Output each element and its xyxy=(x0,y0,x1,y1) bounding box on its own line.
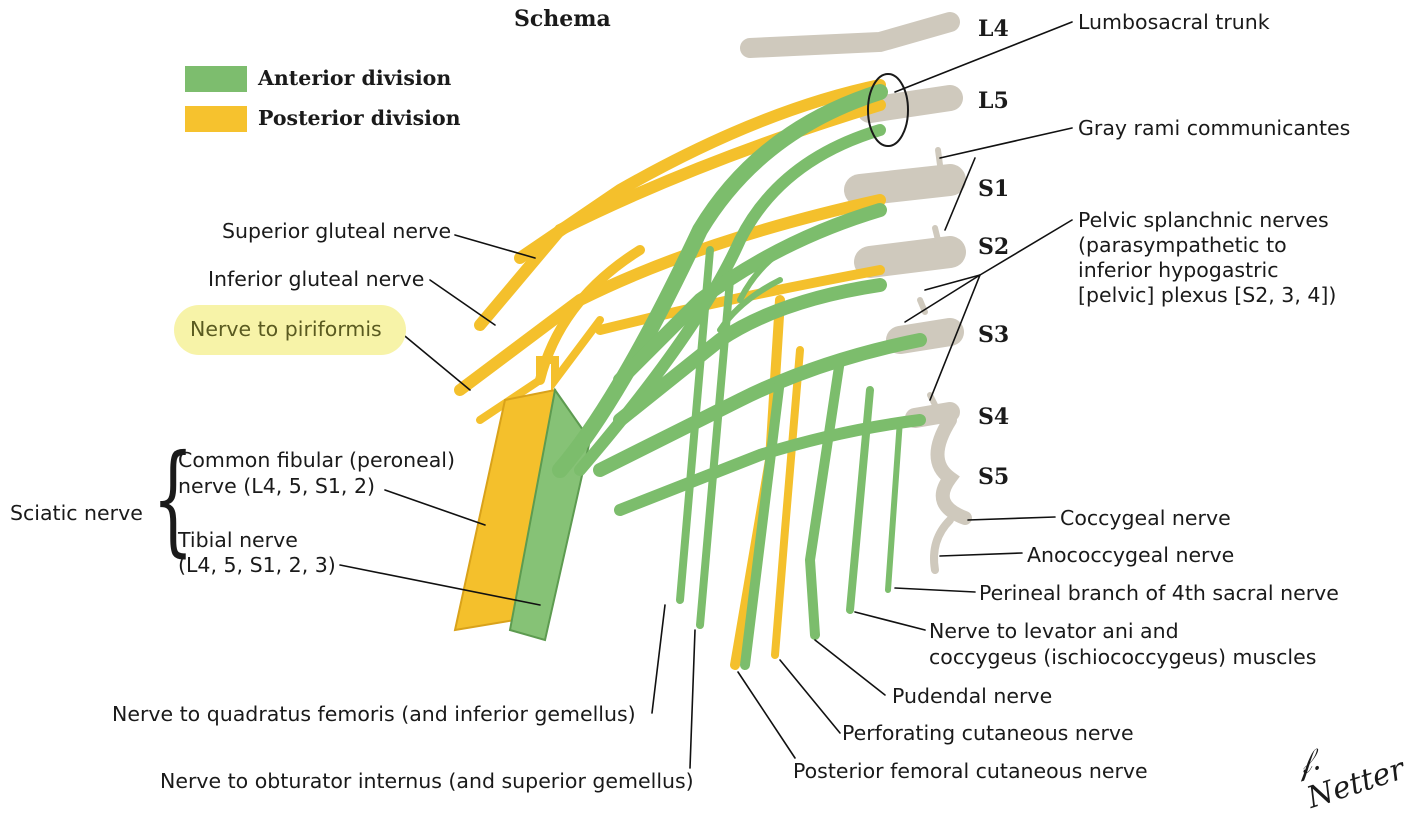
root-label-s1: S1 xyxy=(978,176,1010,202)
leader-lines xyxy=(339,21,1073,769)
label-levator-ani-2: coccygeus (ischiococcygeus) muscles xyxy=(929,645,1317,669)
legend-swatch-anterior xyxy=(185,66,247,92)
label-pelvic-splanchnic-3: inferior hypogastric xyxy=(1078,258,1279,282)
legend-label-anterior: Anterior division xyxy=(258,66,452,90)
label-common-fibular-1: Common fibular (peroneal) xyxy=(178,448,455,472)
lumbosacral-trunk-ring xyxy=(867,73,909,147)
anterior-division xyxy=(552,84,927,670)
label-obturator-internus: Nerve to obturator internus (and superio… xyxy=(160,769,694,793)
label-sciatic-nerve: Sciatic nerve xyxy=(10,501,143,525)
label-levator-ani-1: Nerve to levator ani and xyxy=(929,619,1179,643)
label-common-fibular-2: nerve (L4, 5, S1, 2) xyxy=(178,474,375,498)
sciatic-brace: { xyxy=(152,430,194,569)
root-label-s4: S4 xyxy=(978,404,1010,430)
root-label-l4: L4 xyxy=(978,16,1009,42)
root-label-s5: S5 xyxy=(978,464,1010,490)
root-label-l5: L5 xyxy=(978,88,1009,114)
legend-swatch-posterior xyxy=(185,106,247,132)
highlight-nerve-to-piriformis xyxy=(174,305,406,355)
label-gray-rami: Gray rami communicantes xyxy=(1078,116,1351,140)
label-posterior-femoral-cutaneous: Posterior femoral cutaneous nerve xyxy=(793,759,1148,783)
label-perforating-cutaneous: Perforating cutaneous nerve xyxy=(842,721,1134,745)
diagram-title: Schema xyxy=(514,6,611,32)
label-pelvic-splanchnic-1: Pelvic splanchnic nerves xyxy=(1078,208,1329,232)
label-inferior-gluteal: Inferior gluteal nerve xyxy=(208,267,425,291)
label-pelvic-splanchnic-2: (parasympathetic to xyxy=(1078,233,1287,257)
label-nerve-to-piriformis: Nerve to piriformis xyxy=(190,317,382,341)
label-pelvic-splanchnic-4: [pelvic] plexus [S2, 3, 4]) xyxy=(1078,283,1337,307)
label-perineal-branch: Perineal branch of 4th sacral nerve xyxy=(979,581,1339,605)
legend-label-posterior: Posterior division xyxy=(258,106,461,130)
root-label-s3: S3 xyxy=(978,322,1010,348)
label-pudendal: Pudendal nerve xyxy=(892,684,1053,708)
label-superior-gluteal: Superior gluteal nerve xyxy=(222,219,452,243)
label-tibial-1: Tibial nerve xyxy=(178,528,298,552)
label-coccygeal: Coccygeal nerve xyxy=(1060,506,1231,530)
label-tibial-2: (L4, 5, S1, 2, 3) xyxy=(178,553,336,577)
label-lumbosacral-trunk: Lumbosacral trunk xyxy=(1078,10,1270,34)
label-anococcygeal: Anococcygeal nerve xyxy=(1027,543,1235,567)
label-quadratus-femoris: Nerve to quadratus femoris (and inferior… xyxy=(112,702,636,726)
root-label-s2: S2 xyxy=(978,234,1010,260)
